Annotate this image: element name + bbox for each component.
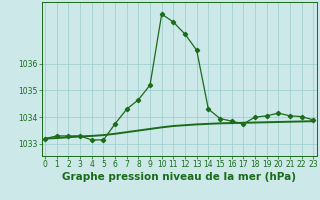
X-axis label: Graphe pression niveau de la mer (hPa): Graphe pression niveau de la mer (hPa)	[62, 172, 296, 182]
